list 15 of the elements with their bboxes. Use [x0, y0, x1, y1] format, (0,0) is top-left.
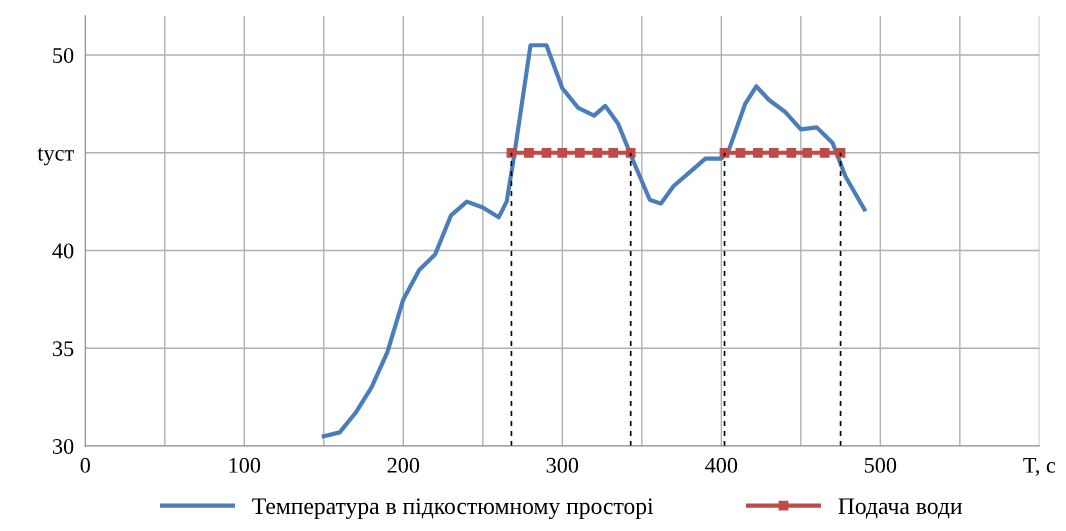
y-tick-label: 50 — [53, 47, 74, 63]
x-tick-label: T, c — [1023, 458, 1056, 476]
x-tick-label: 200 — [387, 457, 420, 473]
x-tick-label: 0 — [80, 457, 90, 473]
x-tick-label: 300 — [546, 457, 579, 473]
y-tick-label: tуст — [37, 147, 74, 166]
y-tick-label: 30 — [53, 438, 74, 454]
y-tick-label: 40 — [52, 243, 74, 259]
legend-label: Подача води — [838, 498, 962, 519]
y-tick-label: 35 — [53, 341, 74, 357]
x-tick-label: 400 — [705, 457, 738, 473]
line-series — [321, 43, 867, 439]
x-tick-label: 100 — [229, 457, 261, 473]
legend-label: Температура в підкостюмному просторі — [252, 498, 654, 520]
x-tick-label: 500 — [864, 457, 897, 473]
